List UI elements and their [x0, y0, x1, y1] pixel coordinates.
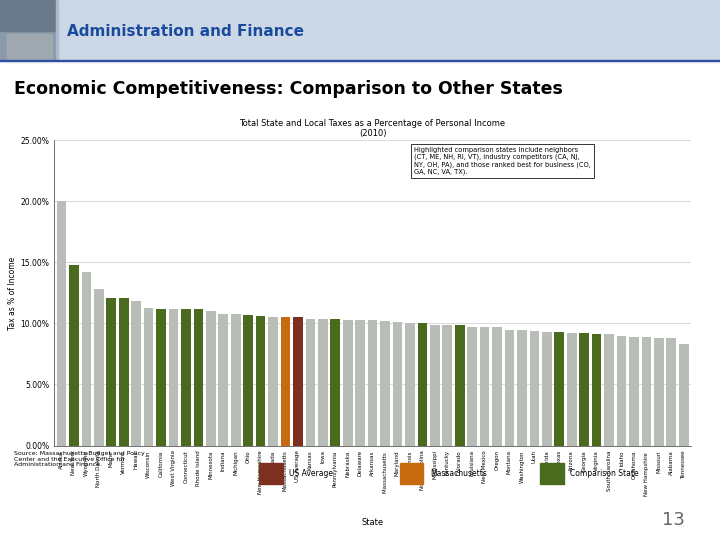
Title: Total State and Local Taxes as a Percentage of Personal Income
(2010): Total State and Local Taxes as a Percent… [240, 119, 505, 138]
Bar [679, 344, 688, 446]
Bar [56, 0, 58, 62]
Bar [430, 325, 440, 445]
Bar [268, 318, 278, 446]
Bar [256, 316, 266, 446]
Bar [540, 463, 564, 484]
Bar [667, 338, 676, 446]
Text: Comparison State: Comparison State [570, 469, 639, 478]
Bar [654, 338, 664, 446]
Bar [243, 315, 253, 446]
Bar [305, 319, 315, 445]
Bar [592, 334, 601, 446]
Bar [542, 332, 552, 446]
Bar [400, 463, 423, 484]
Text: Source: Massachusetts Budget and Policy
Center and the Executive Office for
Admi: Source: Massachusetts Budget and Policy … [14, 451, 145, 468]
Bar [281, 318, 290, 446]
Bar [604, 334, 614, 446]
X-axis label: State: State [361, 518, 384, 527]
Bar [455, 325, 464, 445]
Bar [343, 320, 353, 446]
Bar [380, 321, 390, 446]
Bar [467, 327, 477, 446]
Bar [580, 333, 589, 446]
Bar [0, 59, 720, 62]
Y-axis label: Tax as % of Income: Tax as % of Income [9, 256, 17, 329]
Bar [505, 329, 514, 445]
Bar [368, 320, 377, 446]
Bar [355, 320, 365, 446]
Bar [156, 309, 166, 446]
Bar [554, 332, 564, 446]
Bar [119, 298, 129, 446]
Bar [107, 298, 116, 446]
Bar [57, 201, 66, 446]
Bar [194, 309, 203, 446]
Text: Massachusetts: Massachusetts [430, 469, 487, 478]
Bar [0, 0, 56, 62]
Bar [206, 311, 216, 446]
Bar [81, 272, 91, 446]
Bar [405, 323, 415, 446]
Bar [480, 327, 490, 446]
Text: 13: 13 [662, 511, 685, 529]
Bar [392, 322, 402, 446]
Text: Economic Competitiveness: Comparison to Other States: Economic Competitiveness: Comparison to … [14, 80, 563, 98]
Bar [492, 327, 502, 446]
Bar [318, 319, 328, 445]
Bar [231, 314, 240, 445]
Text: US Average: US Average [289, 469, 333, 478]
Bar [218, 314, 228, 445]
Bar [293, 318, 303, 446]
Bar [0, 0, 56, 31]
Bar [7, 34, 52, 59]
Bar [131, 301, 141, 446]
Text: Highlighted comparison states include neighbors
(CT, ME, NH, RI, VT), industry c: Highlighted comparison states include ne… [414, 146, 591, 175]
Bar [616, 336, 626, 446]
Bar [642, 337, 652, 445]
Bar [567, 333, 577, 446]
Text: Administration and Finance: Administration and Finance [67, 24, 304, 38]
Bar [144, 308, 153, 445]
Bar [629, 337, 639, 445]
Bar [181, 309, 191, 446]
Bar [94, 289, 104, 445]
Bar [69, 265, 78, 446]
Bar [330, 319, 340, 445]
Bar [418, 323, 427, 446]
Bar [259, 463, 283, 484]
Bar [517, 329, 527, 445]
Bar [442, 325, 452, 445]
Bar [168, 309, 179, 446]
Bar [529, 331, 539, 445]
